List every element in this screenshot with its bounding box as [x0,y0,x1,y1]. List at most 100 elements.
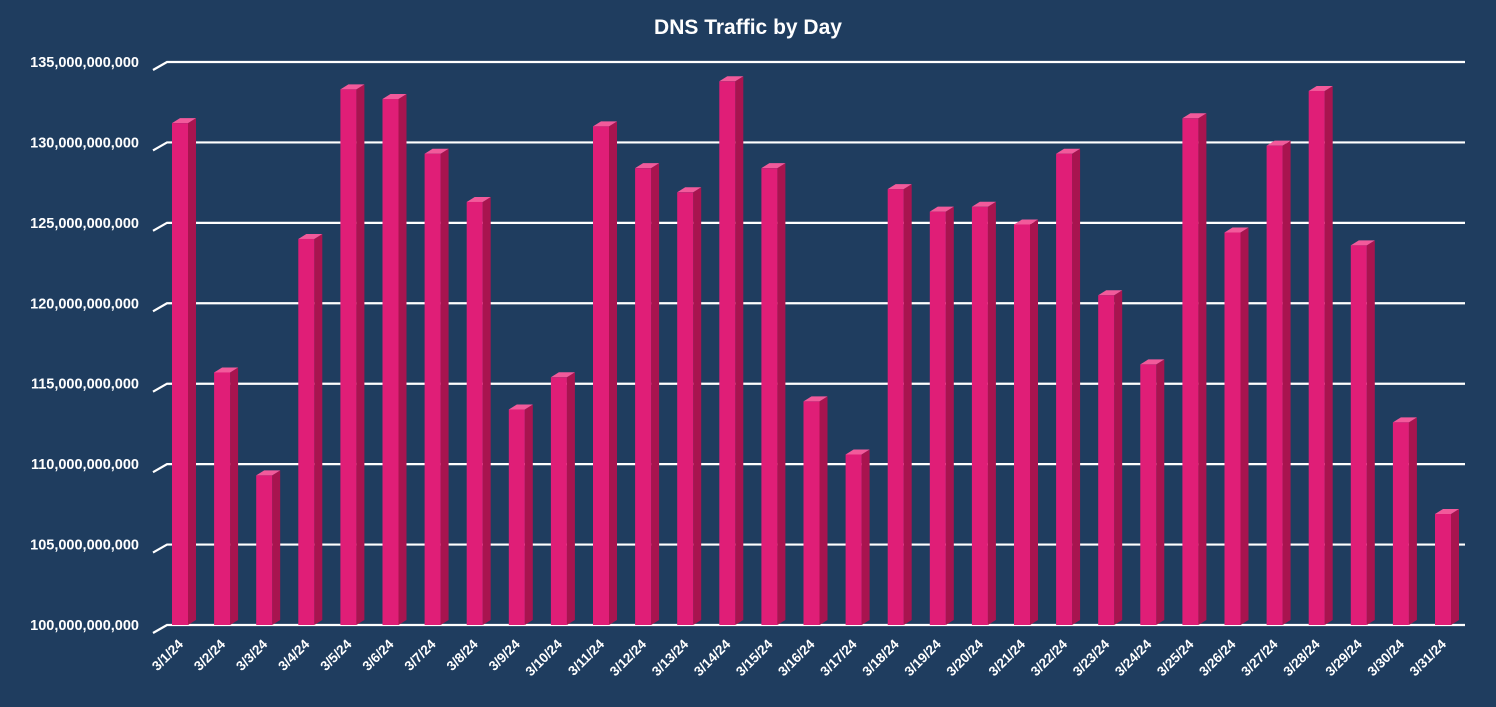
bar-side [398,93,407,626]
bar [677,187,702,625]
bar [1140,359,1165,625]
bar [929,206,954,625]
bar-front [1224,232,1241,625]
bar-side [651,163,660,625]
bar-front [1350,245,1367,625]
bar-top [1392,417,1417,423]
bar-front [929,211,946,625]
bar-top [550,372,575,378]
bar-top [1056,148,1081,154]
bar [382,93,407,626]
bar-front [1182,118,1199,626]
bar-top [1098,290,1123,296]
bar [1182,113,1207,626]
bar-side [1156,359,1165,625]
y-tick-label: 100,000,000,000 [30,618,139,634]
bar-front [214,372,231,625]
bar-side [1451,509,1459,625]
bar-top [761,163,786,169]
y-axis-tick-labels: 100,000,000,000 105,000,000,000 110,000,00… [30,55,139,634]
bar-front [761,168,778,625]
bar-front [1014,224,1030,626]
bar-front [635,168,652,625]
bar-side [356,84,365,626]
bar-side [1408,417,1417,625]
bar [635,163,660,625]
bar-top [1435,509,1459,515]
bar-side [272,470,281,625]
bar-top [508,404,533,410]
bar-front [1098,295,1115,625]
bar-side [777,163,786,625]
bar-front [803,401,820,625]
bar-side [609,121,617,625]
bar-front [424,153,441,625]
bar-side [1030,219,1038,626]
bar [971,201,996,625]
bar-top [1266,140,1291,146]
y-tick-label: 135,000,000,000 [30,55,139,71]
bar-top [845,449,870,455]
gridline [152,141,1465,152]
bar-top [424,148,449,154]
bar-front [256,475,273,625]
bar-side [230,367,239,625]
bar-side [188,118,196,625]
bar-top [172,118,196,124]
bar-side [903,184,912,625]
bar-side [1114,290,1123,625]
bar-side [987,201,996,625]
bar [1435,509,1459,625]
y-tick-label: 130,000,000,000 [30,135,139,151]
bar-side [1366,240,1375,625]
bar-top [1224,227,1249,233]
bar-top [1308,85,1333,91]
bar [761,163,786,625]
bar-front [298,238,315,625]
bar-top [593,121,617,127]
bar-front [887,189,904,625]
bar-front [1308,90,1325,625]
bar [803,396,828,625]
bar [424,148,449,625]
bar-top [1140,359,1165,365]
bar-side [861,449,870,625]
bar [1056,148,1081,625]
bar-top [256,470,281,476]
y-tick-label: 125,000,000,000 [30,216,139,232]
bar [1392,417,1417,625]
bar-front [1056,153,1073,625]
bar-side [945,206,954,625]
bar-side [1072,148,1081,625]
bar-top [340,84,365,90]
bar-front [845,454,862,625]
bar-side [440,148,449,625]
bar [845,449,870,625]
bar [214,367,239,625]
gridline [152,623,1465,634]
bar-front [1266,145,1283,625]
chart-title: DNS Traffic by Day [654,16,842,39]
bars [172,76,1459,626]
bar-front [382,98,399,626]
bar-side [524,404,533,625]
bar-top [719,76,744,82]
bar-side [1198,113,1207,626]
bar-front [719,81,736,625]
bar-front [550,377,567,625]
bar-top [382,93,407,99]
bar [256,470,281,625]
bar-top [929,206,954,212]
bar-front [1140,364,1157,625]
bar-front [172,123,188,625]
bar-side [566,372,575,625]
bar-front [1435,514,1451,625]
bar [1014,219,1038,626]
bar-front [677,192,694,625]
gridline [152,60,1465,71]
bar-top [214,367,239,373]
y-tick-label: 120,000,000,000 [30,296,139,312]
bar [550,372,575,625]
y-tick-label: 115,000,000,000 [31,377,139,393]
